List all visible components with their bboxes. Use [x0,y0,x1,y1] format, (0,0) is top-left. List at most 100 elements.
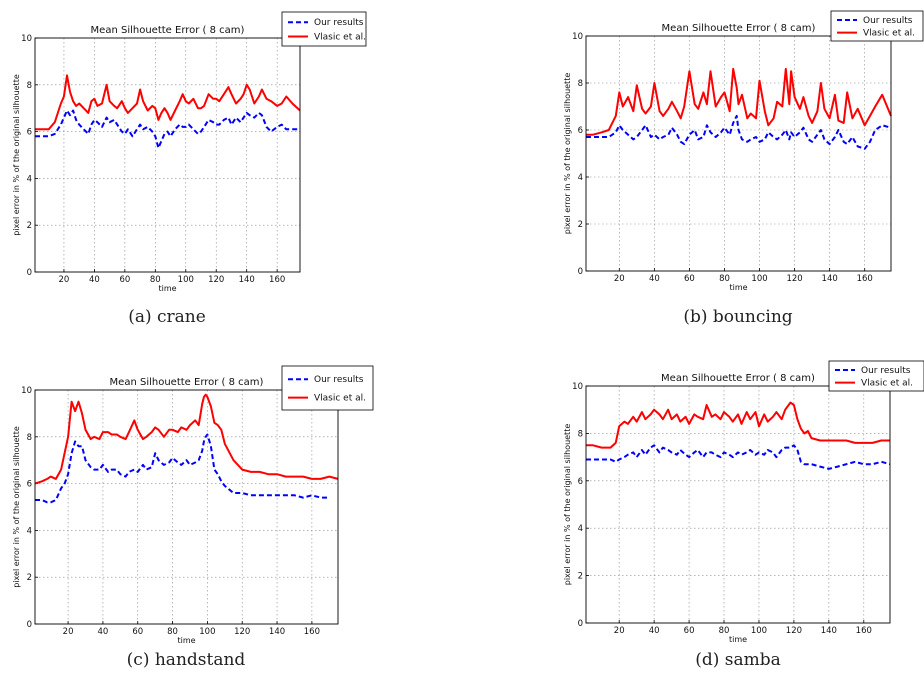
y-tick-label: 10 [21,34,32,44]
x-tick-label: 20 [614,274,625,284]
series-line-our-results [35,433,330,504]
legend-entry: Vlasic et al. [863,29,915,39]
x-tick-label: 160 [857,274,873,284]
chart-title: Mean Silhouette Error ( 8 cam) [662,23,816,34]
y-tick-label: 2 [578,220,583,230]
y-tick-label: 4 [578,524,583,534]
x-axis-label: time [177,636,195,645]
panel-caption: (d) samba [695,650,781,670]
chart-panel-a: 20 40 60 80 100 120 140 160 0 2 4 6 8 10 Mean Silhouet… [12,11,367,327]
y-tick-label: 4 [27,526,32,536]
x-tick-label: 140 [821,626,837,636]
legend-box [828,360,924,392]
x-tick-label: 140 [269,627,285,637]
y-tick-label: 8 [578,79,583,89]
y-tick-label: 0 [27,620,32,630]
series-line-vlasic [586,401,890,449]
x-tick-label: 60 [684,274,695,284]
legend-box [830,10,924,42]
y-tick-label: 10 [572,382,583,392]
plot-frame [34,389,339,625]
y-tick-label: 0 [578,267,583,277]
x-tick-label: 100 [751,626,767,636]
y-axis-label: pixel error in % of the original silhoue… [563,73,572,235]
legend-entry: Vlasic et al. [861,379,913,389]
chart-title: Mean Silhouette Error ( 8 cam) [91,25,245,36]
series-line-our-results [35,109,300,149]
legend: Our results Vlasic et al. [281,365,374,411]
x-tick-label: 100 [751,274,767,284]
x-tick-label: 140 [822,274,838,284]
y-tick-label: 8 [578,429,583,439]
x-tick-label: 20 [614,626,625,636]
y-tick-label: 0 [578,619,583,629]
y-tick-label: 2 [27,573,32,583]
x-tick-label: 80 [719,274,730,284]
legend-entry: Vlasic et al. [314,32,366,42]
x-tick-label: 120 [786,626,802,636]
x-tick-label: 120 [786,274,802,284]
x-axis-label: time [158,284,176,293]
x-tick-label: 80 [150,275,161,285]
legend-entry: Our results [861,366,911,376]
legend-entry: Our results [314,375,364,385]
x-tick-label: 60 [132,627,143,637]
plot-frame [585,385,891,624]
x-tick-label: 40 [89,275,100,285]
series-line-vlasic [34,393,339,485]
y-tick-label: 6 [578,126,583,136]
x-tick-label: 120 [208,275,224,285]
x-tick-label: 120 [234,627,250,637]
x-tick-label: 80 [167,627,178,637]
panel-caption: (b) bouncing [683,307,792,327]
y-tick-label: 4 [27,174,32,184]
y-tick-label: 2 [27,221,32,231]
x-tick-label: 20 [59,275,70,285]
x-tick-label: 160 [269,275,285,285]
y-tick-label: 6 [578,477,583,487]
y-tick-label: 0 [27,268,32,278]
x-axis-label: time [729,635,747,644]
y-tick-label: 8 [27,433,32,443]
x-tick-label: 20 [63,627,74,637]
x-tick-label: 40 [97,627,108,637]
y-axis-label: pixel error in % of the original silhoue… [12,426,21,588]
series-line-our-results [586,114,892,150]
series-line-our-results [586,444,891,470]
x-tick-label: 40 [649,626,660,636]
chart-panel-b: 20 40 60 80 100 120 140 160 0 2 4 6 8 10 Mean Silhouet… [563,10,924,327]
x-tick-label: 60 [684,626,695,636]
y-tick-label: 10 [21,386,32,396]
x-tick-label: 140 [239,275,255,285]
plot-frame [34,37,301,273]
x-tick-label: 40 [649,274,660,284]
x-tick-label: 60 [119,275,130,285]
legend-box [281,11,367,47]
x-axis-label: time [729,283,747,292]
series-line-vlasic [586,67,892,136]
y-tick-label: 6 [27,480,32,490]
y-axis-label: pixel error in % of the original silhoue… [12,74,21,236]
legend-entry: Our results [863,16,913,26]
y-tick-label: 10 [572,32,583,42]
x-tick-label: 160 [304,627,320,637]
chart-panel-c: 20 40 60 80 100 120 140 160 0 2 4 6 8 10 Mean Silhouet… [12,365,374,670]
plot-frame [585,35,892,272]
x-tick-label: 160 [856,626,872,636]
chart-panel-d: 20 40 60 80 100 120 140 160 0 2 4 6 8 10 Mean Silhouet… [563,360,924,670]
x-tick-label: 100 [199,627,215,637]
chart-title: Mean Silhouette Error ( 8 cam) [110,377,264,388]
legend: Our results Vlasic et al. [281,11,367,47]
y-tick-label: 8 [27,81,32,91]
legend-entry: Vlasic et al. [314,394,366,404]
legend-entry: Our results [314,18,364,28]
y-tick-label: 2 [578,572,583,582]
legend: Our results Vlasic et al. [828,360,924,392]
y-axis-label: pixel error in % of the original silhoue… [563,424,572,586]
panel-caption: (a) crane [128,307,206,327]
panel-caption: (c) handstand [127,650,246,670]
legend-box [281,365,374,411]
y-tick-label: 4 [578,173,583,183]
y-tick-label: 6 [27,128,32,138]
